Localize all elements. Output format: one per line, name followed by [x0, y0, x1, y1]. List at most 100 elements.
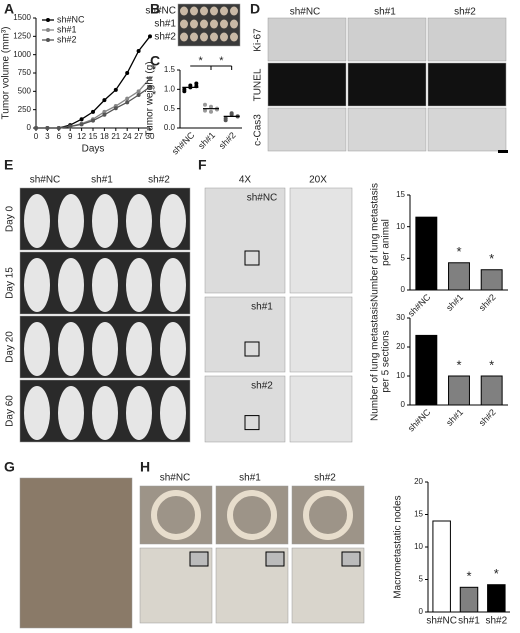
- tumor: [210, 6, 218, 16]
- histology-photo: [427, 107, 507, 152]
- mouse: [160, 322, 186, 376]
- mouse: [58, 386, 84, 440]
- tumor: [200, 19, 208, 29]
- y-tick-label: 0: [401, 285, 406, 294]
- x-tick-label: 24: [123, 132, 132, 141]
- column-label: sh#2: [314, 473, 336, 484]
- mouse: [160, 194, 186, 248]
- x-tick-label: sh#2: [477, 292, 498, 313]
- y-axis-label: per animal: [381, 219, 392, 266]
- point: [125, 71, 130, 75]
- y-tick-label: 0: [419, 607, 424, 616]
- mouse: [92, 258, 118, 312]
- point: [91, 118, 95, 123]
- histology-photo: [267, 17, 347, 62]
- significance-mark: *: [494, 566, 499, 581]
- significance-mark: *: [219, 55, 224, 67]
- tumor: [220, 19, 228, 29]
- tumor: [230, 19, 238, 29]
- row-label: Ki-67: [253, 28, 264, 52]
- y-tick-label: 1.0: [164, 84, 176, 93]
- panel-letter: D: [250, 1, 260, 17]
- point: [68, 124, 73, 129]
- mouse: [160, 386, 186, 440]
- tumor: [180, 6, 188, 16]
- mouse: [58, 258, 84, 312]
- row-label: sh#1: [154, 19, 176, 30]
- column-label: sh#1: [91, 175, 113, 186]
- mouse: [126, 322, 152, 376]
- mouse: [92, 386, 118, 440]
- series-line: [36, 35, 151, 129]
- x-tick-label: 6: [57, 132, 62, 141]
- point: [229, 111, 234, 116]
- tumor: [210, 19, 218, 29]
- column-label: sh#NC: [160, 473, 191, 484]
- point: [148, 76, 152, 81]
- y-tick-label: 10: [396, 222, 405, 231]
- x-tick-label: sh#1: [444, 407, 465, 428]
- tumor: [180, 32, 188, 42]
- y-tick-label: 0.0: [164, 123, 176, 132]
- point: [79, 122, 84, 127]
- bar: [415, 216, 438, 291]
- significance-mark: *: [456, 244, 461, 259]
- panel-letter: E: [4, 157, 13, 173]
- bar: [432, 520, 451, 613]
- y-axis-label: Tumor volume (mm³): [1, 27, 12, 120]
- mouse: [24, 322, 50, 376]
- mouse: [92, 194, 118, 248]
- y-tick-label: 1500: [13, 13, 31, 22]
- intestine: [303, 490, 353, 540]
- legend-label: sh#2: [57, 34, 77, 44]
- bar: [480, 375, 503, 406]
- point: [125, 100, 130, 105]
- tumor: [190, 6, 198, 16]
- row-label: Day 20: [5, 331, 16, 363]
- tumor: [220, 32, 228, 42]
- point: [209, 104, 213, 109]
- row-label: sh#NC: [145, 6, 176, 17]
- panel-letter: B: [150, 1, 160, 17]
- column-label: sh#2: [454, 7, 476, 18]
- mouse: [58, 194, 84, 248]
- point: [203, 108, 207, 113]
- inset-box: [244, 415, 260, 431]
- point: [182, 89, 187, 94]
- bar: [448, 375, 470, 406]
- point: [102, 112, 107, 117]
- lung-photo: [289, 375, 353, 443]
- point: [148, 34, 152, 39]
- y-tick-label: 20: [414, 477, 423, 486]
- significance-mark: *: [489, 357, 494, 372]
- legend-marker: [46, 28, 50, 32]
- column-label: 4X: [239, 175, 252, 186]
- y-tick-label: 250: [18, 105, 32, 114]
- x-tick-label: 9: [68, 132, 73, 141]
- tumor: [200, 6, 208, 16]
- row-label: Day 60: [5, 395, 16, 427]
- x-tick-label: sh#2: [485, 616, 507, 627]
- panel-letter: G: [4, 459, 15, 475]
- point: [215, 107, 219, 112]
- point: [102, 98, 107, 103]
- x-tick-label: sh#1: [196, 130, 217, 151]
- y-tick-label: 750: [18, 68, 32, 77]
- x-tick-label: 12: [77, 132, 86, 141]
- bar: [487, 584, 506, 613]
- panel-letter: C: [150, 53, 160, 69]
- column-label: sh#NC: [30, 175, 61, 186]
- tumor: [220, 6, 228, 16]
- y-tick-label: 1000: [13, 50, 31, 59]
- x-tick-label: sh#2: [477, 407, 498, 428]
- x-tick-label: sh#1: [458, 616, 480, 627]
- y-tick-label: 500: [18, 86, 32, 95]
- point: [136, 89, 141, 94]
- point: [209, 109, 213, 114]
- bar: [459, 586, 479, 613]
- y-axis-label: Number of lung metastasis: [370, 302, 381, 421]
- bar: [480, 269, 503, 291]
- x-tick-label: 0: [34, 132, 39, 141]
- tumor-photo: [177, 3, 241, 47]
